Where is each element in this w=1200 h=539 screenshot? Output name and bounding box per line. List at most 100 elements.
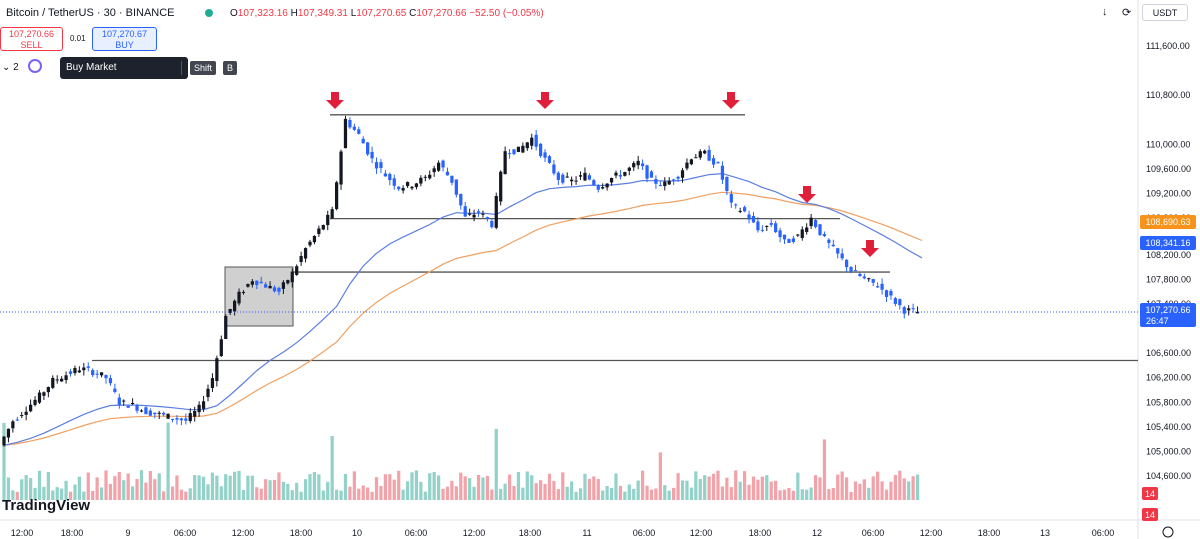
- volume-bar: [184, 491, 188, 500]
- volume-bar: [840, 471, 844, 500]
- volume-bar: [51, 490, 55, 500]
- candle-body: [672, 179, 676, 181]
- ema-fast-line: [3, 172, 923, 446]
- candle-body: [578, 175, 583, 177]
- close-label: C: [409, 8, 417, 19]
- candle-body: [428, 174, 432, 179]
- candle-body: [366, 142, 370, 155]
- volume-bar: [166, 422, 170, 500]
- x-tick-label: 13: [1040, 528, 1050, 538]
- quantity-selector[interactable]: ⌄ 2: [2, 62, 19, 73]
- volume-bar: [907, 481, 911, 500]
- volume-bar: [312, 472, 317, 500]
- candle-body: [756, 221, 760, 231]
- candle-body: [565, 176, 569, 178]
- candle-body: [534, 134, 538, 147]
- volume-bar: [645, 485, 649, 500]
- download-icon[interactable]: ↓: [1102, 6, 1108, 18]
- candle-body: [703, 150, 707, 154]
- volume-bar: [295, 482, 299, 500]
- volume-bar: [552, 480, 556, 500]
- volume-bar: [241, 489, 246, 500]
- candle-body: [330, 209, 334, 219]
- candle-body: [290, 271, 294, 283]
- volume-bar: [858, 483, 862, 500]
- ema-slow-line: [3, 191, 923, 446]
- price-axis-label-bg: [1140, 236, 1196, 250]
- candle-body: [689, 159, 694, 165]
- volume-bar: [720, 486, 725, 500]
- ohlc-readout: O107,323.16 H107,349.31 L107,270.65 C107…: [230, 8, 544, 19]
- candle-body: [108, 378, 113, 384]
- buy-button[interactable]: 107,270.67 BUY: [92, 27, 157, 51]
- candle-body: [33, 399, 37, 405]
- candle-body: [24, 411, 28, 415]
- candle-body: [751, 215, 756, 223]
- candle-body: [370, 151, 374, 159]
- volume-bar: [441, 488, 445, 500]
- volume-bar: [374, 477, 379, 500]
- volume-bar: [272, 479, 277, 500]
- candle-body: [561, 174, 565, 183]
- candle-body: [893, 298, 898, 304]
- volume-bar: [219, 486, 223, 500]
- volume-bar: [893, 474, 898, 500]
- candle-body: [423, 176, 427, 178]
- volume-bar: [747, 484, 751, 500]
- candle-body: [295, 266, 299, 275]
- tooltip-label: Buy Market: [66, 62, 117, 73]
- arrow-down-icon: [326, 92, 344, 109]
- candle-body: [880, 283, 884, 290]
- symbol-title[interactable]: Bitcoin / TetherUS · 30 · BINANCE: [6, 7, 175, 19]
- volume-bar: [884, 489, 889, 500]
- candle-body: [113, 388, 117, 392]
- volume-bar: [561, 472, 565, 500]
- candle-body: [37, 392, 42, 403]
- candle-body: [383, 173, 388, 177]
- volume-bar: [565, 486, 569, 500]
- candle-body: [334, 182, 339, 209]
- candle-body: [627, 167, 631, 171]
- volume-bar: [876, 471, 880, 500]
- volume-bar: [583, 473, 587, 500]
- y-tick-label: 110,000.00: [1146, 139, 1190, 149]
- candle-body: [42, 392, 46, 396]
- x-tick-label: 12:00: [690, 528, 713, 538]
- volume-bar: [157, 473, 161, 500]
- volume-bar: [303, 479, 308, 500]
- candle-body: [68, 371, 73, 374]
- volume-bar: [481, 477, 485, 500]
- x-tick-label: 06:00: [633, 528, 656, 538]
- candle-body: [117, 397, 121, 405]
- candle-body: [818, 224, 822, 235]
- x-tick-label: 06:00: [1092, 528, 1115, 538]
- candle-body: [153, 412, 157, 415]
- currency-selector[interactable]: USDT: [1142, 4, 1188, 21]
- volume-bar: [264, 479, 268, 500]
- candle-body: [166, 413, 170, 419]
- volume-bar: [822, 439, 827, 500]
- volume-bar: [436, 475, 441, 500]
- volume-bar: [698, 479, 702, 500]
- candle-body: [436, 162, 441, 171]
- volume-bar: [512, 486, 516, 500]
- volume-bar: [530, 475, 534, 500]
- candle-body: [822, 234, 827, 237]
- candle-body: [844, 259, 849, 268]
- refresh-icon[interactable]: [28, 59, 42, 73]
- snapshot-icon[interactable]: ⟳: [1122, 7, 1132, 19]
- candle-body: [20, 415, 24, 417]
- volume-bar: [472, 486, 476, 500]
- volume-bar: [321, 490, 325, 500]
- candle-body: [197, 404, 201, 413]
- candle-body: [157, 412, 161, 414]
- volume-bar: [334, 489, 339, 500]
- spread-value: 0.01: [70, 34, 86, 43]
- buy-price: 107,270.67: [101, 29, 148, 39]
- volume-bar: [636, 480, 640, 500]
- volume-bar: [428, 473, 432, 500]
- x-tick-label: 12:00: [11, 528, 34, 538]
- volume-bar: [676, 473, 680, 500]
- sell-button[interactable]: 107,270.66 SELL: [0, 27, 63, 51]
